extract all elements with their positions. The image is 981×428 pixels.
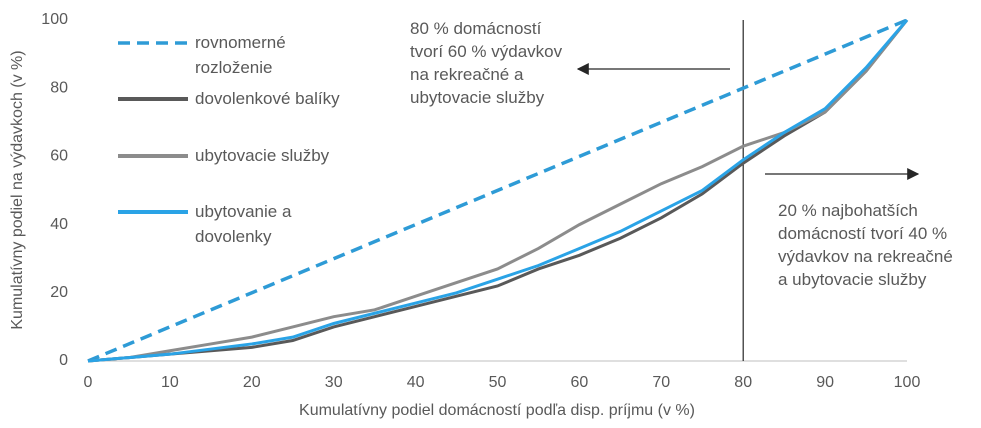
x-tick-label: 100 xyxy=(894,374,921,391)
x-tick-label: 10 xyxy=(161,374,179,391)
x-tick-label: 90 xyxy=(816,374,834,391)
x-tick-label: 20 xyxy=(243,374,261,391)
y-tick-label: 0 xyxy=(59,352,68,369)
x-tick-label: 30 xyxy=(325,374,343,391)
x-tick-label: 70 xyxy=(652,374,670,391)
legend-label: dovolenkové balíky xyxy=(195,89,340,108)
series-line xyxy=(87,19,909,363)
x-tick-label: 50 xyxy=(489,374,507,391)
y-tick-label: 80 xyxy=(50,79,68,96)
x-tick-label: 60 xyxy=(571,374,589,391)
x-tick-label: 80 xyxy=(734,374,752,391)
legend-label: rovnomerné rozloženie xyxy=(195,33,286,77)
series-line xyxy=(87,19,909,363)
annotation: 20 % najbohatších domácností tvorí 40 % … xyxy=(778,201,953,289)
series-line xyxy=(87,19,909,363)
legend-label: ubytovacie služby xyxy=(195,146,330,165)
x-tick-label: 40 xyxy=(407,374,425,391)
y-tick-label: 20 xyxy=(50,284,68,301)
x-axis-label: Kumulatívny podiel domácností podľa disp… xyxy=(299,402,695,419)
annotation: 80 % domácností tvorí 60 % výdavkov na r… xyxy=(410,19,563,107)
y-tick-label: 40 xyxy=(50,216,68,233)
series-line xyxy=(87,18,908,363)
y-axis-label: Kumulatívny podiel na výdavkoch (v %) xyxy=(9,50,26,329)
y-tick-label: 60 xyxy=(50,148,68,165)
y-tick-label: 100 xyxy=(41,11,68,28)
legend-label: ubytovanie a dovolenky xyxy=(195,202,292,246)
x-tick-label: 0 xyxy=(84,374,93,391)
